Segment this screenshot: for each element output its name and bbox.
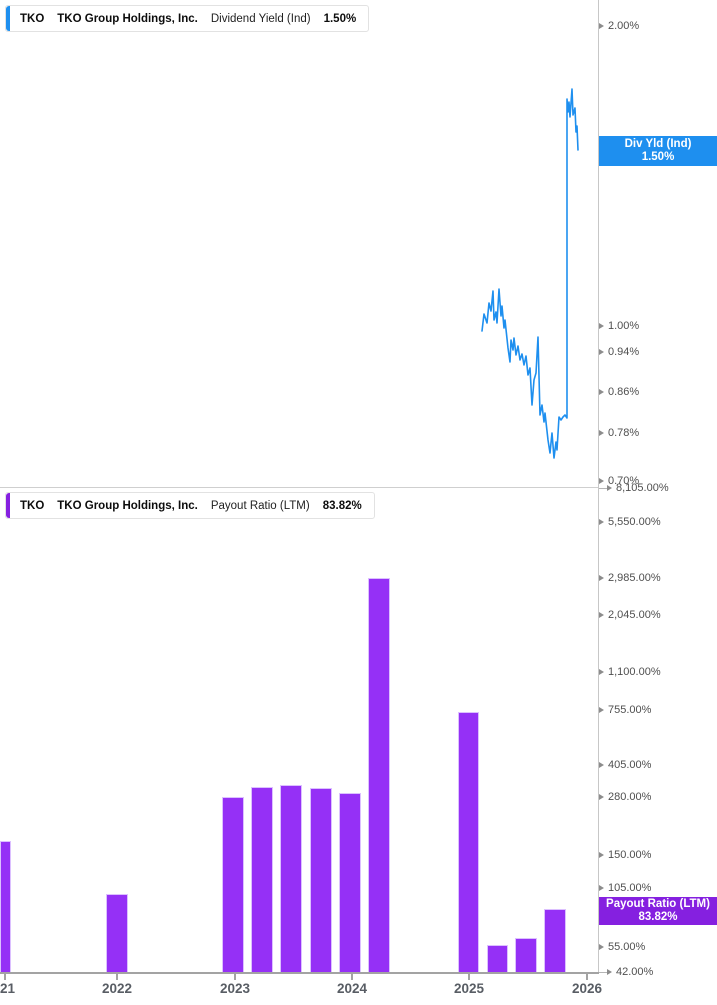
axis-tick-arrow-icon [607,969,612,975]
axis-tick-arrow-icon [599,478,604,484]
y-axis-tick-label: 42.00% [599,965,653,979]
right-y-axis-line [598,0,599,973]
panel-divider-line [0,487,598,488]
axis-tick-arrow-icon [599,707,604,713]
flag-metric-value: 1.50% [641,151,675,163]
y-axis-tick-label: 0.86% [599,385,639,399]
y-axis-tick-label: 755.00% [599,703,651,717]
axis-tick-arrow-icon [599,430,604,436]
x-axis-year-label: 2026 [571,981,603,996]
payout-ratio-bar[interactable] [106,894,128,973]
payout-ratio-bar[interactable] [280,785,302,973]
x-axis-year-label: 2024 [336,981,368,996]
metric-name: Payout Ratio (LTM) [210,499,310,512]
y-axis-tick-label: 2,045.00% [599,608,661,622]
payout-ratio-bar[interactable] [487,945,508,973]
y-axis-tick-label: 1.00% [599,319,639,333]
dividend-yield-current-value-flag[interactable]: Div Yld (Ind) 1.50% [599,136,717,166]
ticker-symbol: TKO [20,12,45,25]
y-axis-tick-label: 2.00% [599,19,639,33]
flag-metric-label: Div Yld (Ind) [624,137,692,150]
axis-tick-arrow-icon [607,485,612,491]
payout-ratio-bar[interactable] [0,841,11,973]
x-axis-tick [234,974,236,980]
y-axis-tick-label: 405.00% [599,758,651,772]
y-axis-tick-label: 280.00% [599,790,651,804]
y-axis-tick-label: 2,985.00% [599,571,661,585]
axis-tick-arrow-icon [599,762,604,768]
dividend-yield-series-line[interactable] [481,88,579,459]
x-axis-year-label: 2022 [101,981,133,996]
company-name: TKO Group Holdings, Inc. [57,499,198,512]
dividend-yield-legend[interactable]: TKO TKO Group Holdings, Inc. Dividend Yi… [5,5,370,32]
metric-value: 1.50% [323,12,357,25]
payout-ratio-bar[interactable] [339,793,361,973]
x-axis-tick [468,974,470,980]
y-axis-tick-label: 5,550.00% [599,515,661,529]
axis-tick-arrow-icon [599,612,604,618]
payout-ratio-bar[interactable] [222,797,244,973]
axis-tick-arrow-icon [599,575,604,581]
company-name: TKO Group Holdings, Inc. [57,12,198,25]
y-axis-tick-label: 0.94% [599,345,639,359]
ticker-symbol: TKO [20,499,45,512]
payout-ratio-bar[interactable] [515,938,537,973]
y-axis-tick-label: 1,100.00% [599,665,661,679]
x-axis-year-label: 2023 [219,981,251,996]
axis-tick-arrow-icon [599,794,604,800]
y-axis-tick-label: 8,105.00% [599,481,669,495]
y-axis-tick-label: 105.00% [599,881,651,895]
axis-tick-arrow-icon [599,669,604,675]
x-axis-tick [4,974,6,980]
payout-ratio-bar[interactable] [368,578,390,973]
y-axis-tick-label: 55.00% [599,940,645,954]
x-axis-year-label: 21 [0,981,16,996]
payout-ratio-bar[interactable] [251,787,273,973]
axis-tick-arrow-icon [599,885,604,891]
axis-tick-arrow-icon [599,944,604,950]
payout-ratio-legend[interactable]: TKO TKO Group Holdings, Inc. Payout Rati… [5,492,375,519]
y-axis-tick-label: 150.00% [599,848,651,862]
axis-tick-arrow-icon [599,519,604,525]
x-axis-tick [116,974,118,980]
axis-tick-arrow-icon [599,23,604,29]
axis-tick-arrow-icon [599,349,604,355]
axis-tick-arrow-icon [599,323,604,329]
y-axis-tick-label: 0.78% [599,426,639,440]
axis-tick-arrow-icon [599,852,604,858]
flag-metric-value: 83.82% [638,911,678,923]
payout-ratio-current-value-flag[interactable]: Payout Ratio (LTM) 83.82% [599,897,717,925]
y-axis-tick-label: 0.70% [599,474,639,488]
flag-metric-label: Payout Ratio (LTM) [606,897,710,910]
x-axis-year-label: 2025 [453,981,485,996]
payout-ratio-bar[interactable] [310,788,332,973]
purple-accent-bar [6,493,10,518]
x-axis-line [0,972,599,974]
metric-value: 83.82% [322,499,362,512]
axis-tick-arrow-icon [599,389,604,395]
x-axis-tick [351,974,353,980]
payout-ratio-bar[interactable] [544,909,566,973]
blue-accent-bar [6,6,10,31]
payout-ratio-bar[interactable] [458,712,479,973]
metric-name: Dividend Yield (Ind) [210,12,311,25]
x-axis-tick [586,974,588,980]
